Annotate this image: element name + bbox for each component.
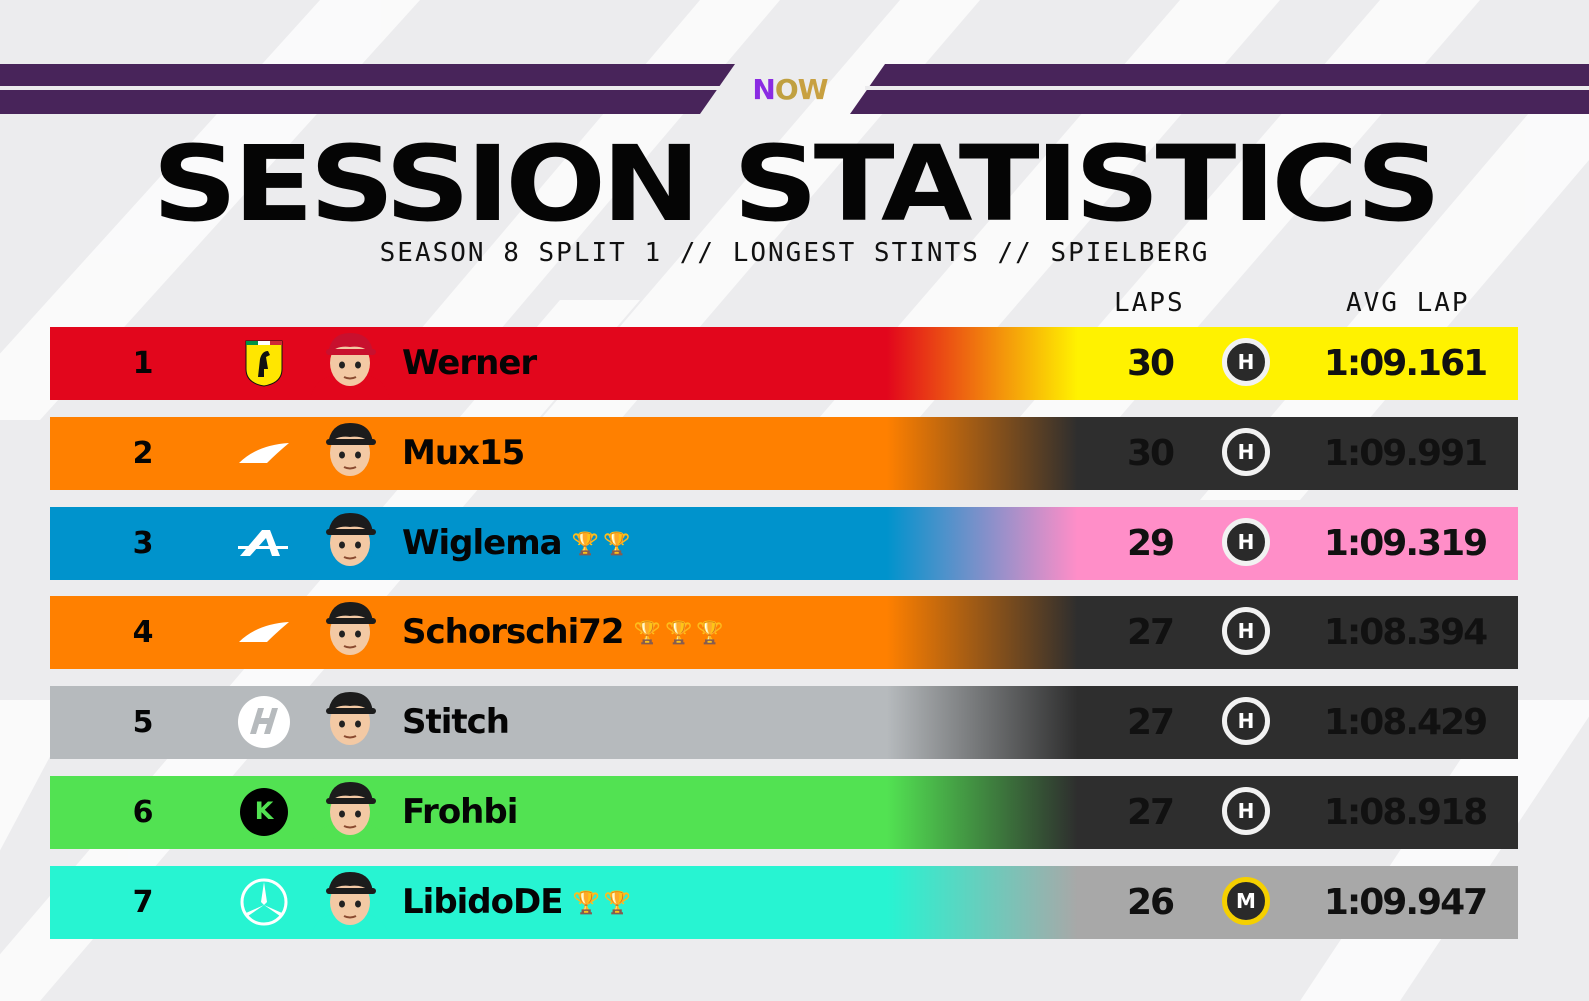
position-label: 6 (132, 795, 154, 830)
avg-lap-column-header: AVG LAP (1346, 288, 1470, 318)
driver-name: Werner (402, 343, 537, 383)
driver-name: Schorschi72 🏆🏆🏆 (402, 596, 728, 669)
table-row-5: 5 Stitch 27 H 1:08.429 (50, 686, 1518, 759)
position-label: 4 (132, 615, 154, 650)
top-banner (0, 64, 1589, 114)
mclaren-icon (236, 425, 292, 481)
svg-text:K: K (255, 797, 275, 825)
driver-name: LibidoDE 🏆🏆 (402, 866, 635, 939)
avg-lap-value: 1:09.991 (1323, 433, 1488, 474)
avg-lap-value: 1:08.429 (1323, 702, 1488, 743)
table-row-4: 4 Schorschi72 🏆🏆🏆 27 H 1:08.394 (50, 596, 1518, 669)
laps-value: 30 (1126, 433, 1175, 474)
tyre-compound-icon: H (1222, 697, 1270, 745)
driver-name: Mux15 (402, 433, 525, 473)
mercedes-icon (236, 874, 292, 930)
driver-avatar (300, 327, 400, 400)
avg-lap-value: 1:08.394 (1323, 612, 1488, 653)
laps-value: 26 (1126, 882, 1175, 923)
position-label: 7 (132, 885, 154, 920)
table-row-3: 3 Wiglema 🏆🏆 29 H 1:09.319 (50, 507, 1518, 580)
trophy-icons: 🏆🏆 (572, 891, 636, 916)
avg-lap-value: 1:09.161 (1323, 343, 1488, 384)
driver-avatar (300, 596, 400, 669)
driver-avatar (300, 507, 400, 580)
laps-value: 27 (1126, 792, 1175, 833)
driver-avatar (300, 686, 400, 759)
table-row-2: 2 Mux15 30 H 1:09.991 (50, 417, 1518, 490)
table-row-7: 7 LibidoDE 🏆🏆 26 M 1:09.947 (50, 866, 1518, 939)
laps-value: 30 (1126, 343, 1175, 384)
mclaren-icon (236, 604, 292, 660)
tyre-compound-icon: H (1222, 518, 1270, 566)
tyre-compound-icon: H (1222, 607, 1270, 655)
trophy-icons: 🏆🏆🏆 (633, 621, 728, 646)
driver-avatar (300, 776, 400, 849)
tyre-compound-icon: H (1222, 787, 1270, 835)
trophy-icons: 🏆🏆 (571, 532, 635, 557)
tyre-compound-icon: H (1222, 338, 1270, 386)
tyre-compound-icon: M (1222, 877, 1270, 925)
laps-value: 27 (1126, 702, 1175, 743)
avg-lap-value: 1:08.918 (1323, 792, 1488, 833)
driver-name: Stitch (402, 702, 510, 742)
driver-name: Frohbi (402, 792, 518, 832)
haas-icon (236, 694, 292, 750)
laps-column-header: LAPS (1114, 288, 1185, 318)
position-label: 1 (132, 346, 154, 381)
driver-avatar (300, 417, 400, 490)
position-label: 2 (132, 436, 154, 471)
driver-name: Wiglema 🏆🏆 (402, 507, 634, 580)
avg-lap-value: 1:09.319 (1323, 523, 1488, 564)
alpine-icon (236, 515, 292, 571)
table-row-6: 6 K Frohbi 27 H 1:08.918 (50, 776, 1518, 849)
position-label: 3 (132, 526, 154, 561)
sauber-icon: K (236, 784, 292, 840)
laps-value: 29 (1126, 523, 1175, 564)
ferrari-icon (236, 335, 292, 391)
page-subtitle: SEASON 8 SPLIT 1 // LONGEST STINTS // SP… (379, 238, 1210, 268)
driver-avatar (300, 866, 400, 939)
avg-lap-value: 1:09.947 (1323, 882, 1488, 923)
position-label: 5 (132, 705, 154, 740)
page-title: SESSION STATISTICS (152, 123, 1441, 245)
table-row-1: 1 Werner 30 H 1:09.161 (50, 327, 1518, 400)
tyre-compound-icon: H (1222, 428, 1270, 476)
laps-value: 27 (1126, 612, 1175, 653)
